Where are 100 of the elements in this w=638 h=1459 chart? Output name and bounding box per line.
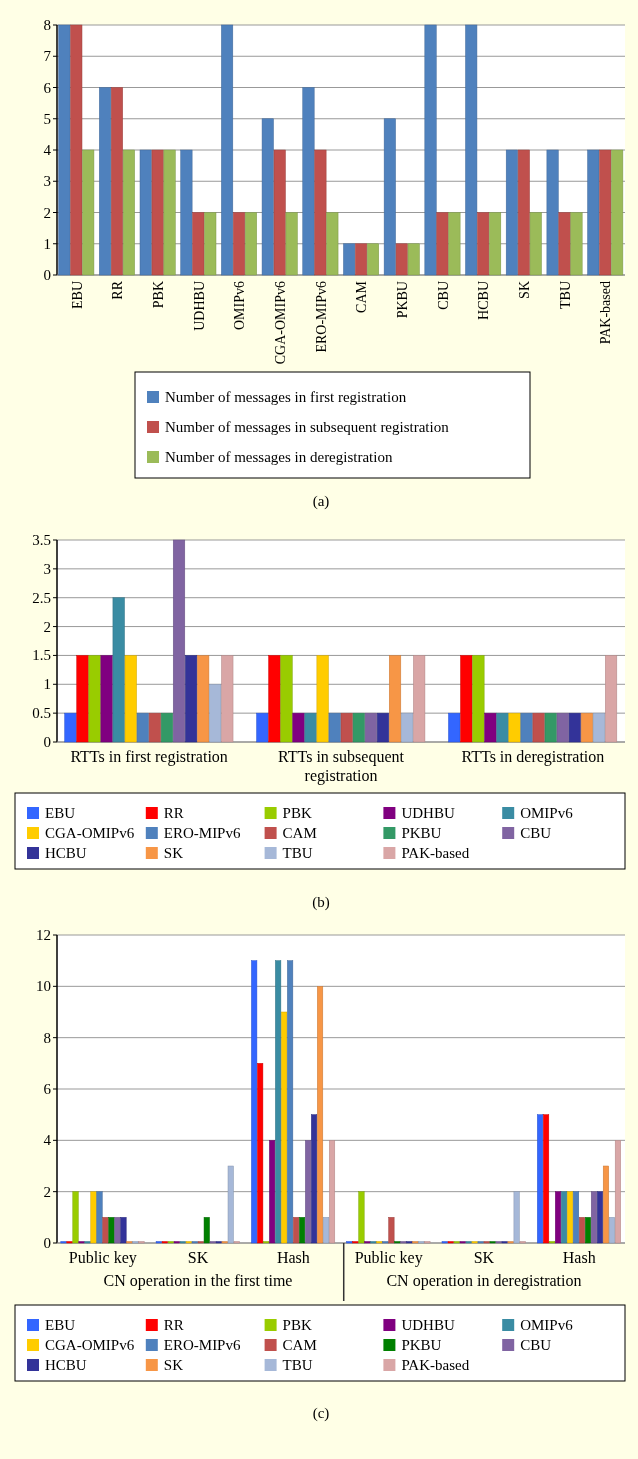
bar [532,712,545,743]
bar [269,1140,276,1244]
bar [517,149,530,276]
bar [505,149,518,276]
bar [343,243,356,276]
bar [401,712,414,743]
bar [520,712,533,743]
bar [273,149,286,276]
bar [111,87,123,276]
x-tick-label: Hash [562,1249,596,1266]
bar [256,712,269,743]
y-tick-label: 3.5 [32,532,51,548]
bar [395,243,408,276]
bar [299,1217,306,1244]
bar [364,712,377,743]
x-tick-label: CGA-OMIPv6 [272,281,288,365]
bar [160,712,173,743]
text: CN operation in the first time [103,1272,293,1290]
legend-label: HCBU [45,1357,87,1373]
bar [546,149,559,276]
legend-label: Number of messages in subsequent registration [165,419,450,435]
bar [556,712,569,743]
legend-label: TBU [282,1357,313,1373]
y-tick-label: 3 [43,560,51,577]
y-tick-label: 8 [43,1029,51,1046]
bar [424,24,437,276]
x-tick-label: SK [473,1249,495,1266]
bar [163,149,176,276]
bar [204,212,217,276]
y-tick-label: 12 [36,927,51,943]
legend-label: SK [163,1357,184,1373]
bar [180,149,193,276]
legend-label: Number of messages in first registration [165,389,407,405]
bar [292,712,305,743]
bar [389,655,402,743]
y-tick-label: 1.5 [32,647,51,664]
bar [139,149,152,276]
legend-label: SK [163,845,184,861]
y-tick-label: 0 [43,267,51,283]
bar [376,712,389,743]
bar [543,1114,550,1244]
legend-label: CBU [520,1337,552,1353]
bar [326,212,339,276]
legend-label: PKBU [401,825,442,841]
bar [268,655,281,743]
bar [605,655,618,743]
bar [585,1217,591,1244]
bar [114,1217,121,1244]
bar [82,149,95,276]
y-tick-label: 4 [43,1132,52,1149]
bar [112,597,125,743]
x-tick-label: PBK [150,281,166,309]
y-tick-label: 6 [43,1081,52,1097]
text: (b) [312,894,330,911]
bar [151,149,164,276]
bar [245,212,257,276]
legend-label: PKBU [401,1337,442,1353]
bar [227,1165,234,1244]
bar [311,1114,318,1244]
y-tick-label: 2 [43,618,51,635]
y-tick-label: 10 [36,978,51,995]
y-tick-label: 7 [43,48,52,65]
bar [302,87,315,276]
bar [70,24,83,276]
legend-label: CBU [520,825,552,841]
x-tick-label: RR [110,280,126,300]
bar [287,960,294,1244]
bar [88,655,101,743]
bar [558,212,571,276]
x-tick-label: ERO-MIPv6 [313,281,329,353]
bar [257,1063,264,1244]
y-tick-label: 2.5 [32,589,51,606]
bar [555,1191,562,1244]
bar [251,960,258,1244]
bar [608,1217,615,1244]
legend-label: UDHBU [401,805,455,821]
bar [544,712,557,743]
y-tick-label: 8 [43,17,51,33]
bar [489,212,502,276]
bar [316,655,329,743]
legend-label: CAM [282,1337,317,1353]
x-tick-label: Public key [354,1249,423,1267]
x-tick-label: OMIPv6 [232,281,248,331]
bar [221,24,234,276]
bar [477,212,490,276]
legend-label: ERO-MIPv6 [163,1337,241,1353]
bar [340,712,353,743]
bar [587,149,600,276]
x-tick-label: RTTs in first registration [70,748,228,766]
bar [568,712,581,743]
x-tick-label: Hash [276,1249,310,1266]
bar [448,212,461,276]
bar [172,539,186,743]
legend-label: PAK-based [401,1357,470,1373]
bar [596,1191,603,1244]
legend-label: Number of messages in deregistration [165,449,393,465]
bar [90,1191,97,1244]
x-tick-label: RTTs in deregistration [461,748,605,766]
legend-label: EBU [45,1317,76,1333]
x-tick-label: CBU [435,281,451,310]
